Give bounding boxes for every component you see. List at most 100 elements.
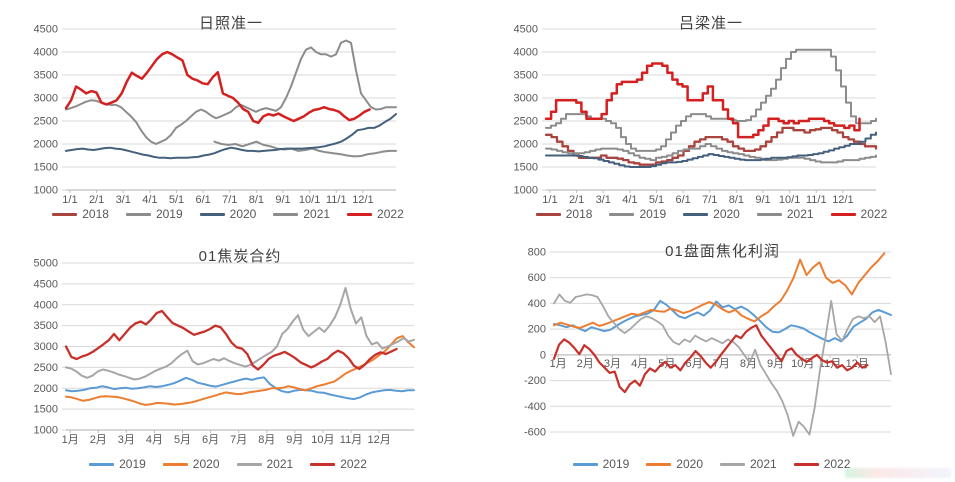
legend-label-2021: 2021: [303, 207, 331, 221]
legend-item-2018: 2018: [535, 207, 593, 221]
legend-item-2020: 2020: [162, 457, 220, 471]
x-tick-label: 8/1: [249, 194, 264, 206]
series-line-2020: [65, 113, 397, 160]
x-tick-label: 11/1: [806, 194, 827, 206]
legend-item-2018: 2018: [52, 207, 109, 221]
legend-swatch-2022: [793, 462, 819, 466]
series-line-2020: [553, 252, 886, 329]
x-tick-label: 4/1: [622, 194, 637, 206]
y-tick-label: 0: [540, 349, 546, 361]
legend-swatch-2019: [609, 212, 635, 216]
chart-panel-coking-profit: -600 -400 -200 0 200 400 600 800 1月 2月 3月 4月 5月 6月 7月 8…: [488, 240, 935, 482]
x-tick-label: 4月: [146, 434, 163, 446]
y-tick-label: -400: [524, 401, 546, 413]
legend-swatch-2019: [125, 212, 151, 216]
legend-item-2021: 2021: [273, 207, 330, 221]
y-tick-label: 3500: [514, 70, 538, 82]
chart-panel-coke-contract: 1000 1500 2000 2500 3000 3500 4000 4500 5000 1月 2月…: [8, 240, 448, 482]
legend-label-2022: 2022: [823, 457, 851, 471]
x-tick-label: 9/1: [275, 194, 290, 206]
legend-item-2019: 2019: [609, 207, 666, 221]
legend-label-2019: 2019: [602, 457, 630, 471]
x-tick-label: 6月: [202, 434, 219, 446]
x-tick-label: 7月: [230, 434, 247, 446]
legend-swatch-2021: [756, 212, 782, 216]
legend-swatch-2021: [720, 462, 745, 466]
x-tick-label: 5/1: [649, 194, 664, 206]
legend-label-2019: 2019: [639, 207, 667, 221]
x-tick-label: 12/1: [352, 194, 373, 206]
x-tick-label: 6/1: [675, 194, 690, 206]
legend-item-2022: 2022: [830, 207, 888, 221]
y-tick-label: 800: [528, 247, 546, 259]
y-tick-label: 2000: [514, 139, 538, 151]
y-tick-label: 4000: [34, 47, 58, 59]
x-tick-label: 9/1: [755, 194, 770, 206]
legend-item-2022: 2022: [310, 457, 367, 471]
y-tick-label: 1000: [514, 185, 538, 197]
legend-item-2021: 2021: [720, 457, 777, 471]
y-tick-label: 4500: [514, 24, 538, 36]
x-tick-label: 4月: [631, 358, 648, 370]
x-tick-label: 7/1: [702, 194, 717, 206]
legend-label-2020: 2020: [229, 207, 257, 221]
x-tick-label: 11月: [340, 434, 362, 446]
chart-panel-rizhao: 1000 1500 2000 2500 3000 3500 4000 4500 1/1 2/1 3/…: [8, 6, 448, 238]
chart-coke-contract: 1000 1500 2000 2500 3000 3500 4000 4500 5000 1月 2月…: [34, 258, 415, 446]
legend-label-2022: 2022: [377, 207, 404, 221]
x-tick-label: 9月: [286, 434, 303, 446]
legend-swatch-2021: [236, 462, 262, 466]
series-line-2021: [545, 48, 877, 152]
legend-swatch-2019: [572, 462, 598, 466]
x-tick-label: 3/1: [116, 194, 131, 206]
legend-label-2018: 2018: [565, 207, 593, 221]
x-tick-label: 8月: [258, 434, 275, 446]
legend-coke-contract: 2019 2020 2021 2022: [8, 457, 448, 471]
x-tick-label: 3月: [118, 434, 135, 446]
legend-label-2022: 2022: [860, 207, 888, 221]
x-tick-label: 7/1: [222, 194, 237, 206]
legend-swatch-2022: [310, 462, 336, 466]
y-tick-label: -600: [524, 427, 546, 439]
x-tick-label: 8月: [740, 358, 757, 370]
legend-item-2021: 2021: [756, 207, 814, 221]
y-tick-label: 2500: [514, 116, 538, 128]
x-tick-label: 1月: [62, 434, 79, 446]
y-tick-label: 4000: [514, 47, 538, 59]
series-line-2020: [65, 335, 415, 406]
y-tick-label: 200: [528, 324, 546, 336]
legend-rizhao: 2018 2019 2020 2021 2022: [8, 207, 448, 221]
legend-swatch-2018: [52, 212, 78, 216]
y-tick-label: 2000: [34, 139, 58, 151]
legend-item-2020: 2020: [683, 207, 740, 221]
x-tick-label: 11/1: [326, 194, 347, 206]
x-tick-label: 8/1: [729, 194, 744, 206]
legend-item-2019: 2019: [89, 457, 146, 471]
x-tick-label: 3月: [604, 358, 621, 370]
series-line-2019: [545, 143, 877, 164]
series-line-2021: [65, 287, 415, 381]
y-tick-label: 3000: [34, 341, 58, 353]
legend-label-2020: 2020: [192, 457, 220, 471]
y-tick-label: 2500: [34, 362, 58, 374]
watermark: [845, 468, 951, 478]
series-line-2020: [545, 131, 877, 168]
x-tick-label: 6月: [685, 358, 702, 370]
series-line-2022: [544, 62, 861, 139]
y-tick-label: 3500: [34, 320, 58, 332]
x-tick-label: 3/1: [596, 194, 611, 206]
y-tick-label: 1000: [34, 425, 58, 437]
chart-title-rizhao: 日照准一: [198, 15, 263, 32]
legend-item-2022: 2022: [793, 457, 851, 471]
legend-swatch-2022: [830, 212, 856, 216]
y-tick-label: 2500: [34, 116, 58, 128]
legend-label-2022: 2022: [340, 457, 367, 471]
legend-item-2020: 2020: [646, 457, 703, 471]
x-tick-label: 4/1: [142, 194, 157, 206]
x-tick-label: 6/1: [195, 194, 210, 206]
series-line-2019: [553, 299, 892, 343]
legend-label-2021: 2021: [266, 457, 294, 471]
series-line-2021: [553, 293, 892, 437]
legend-label-2018: 2018: [82, 207, 109, 221]
